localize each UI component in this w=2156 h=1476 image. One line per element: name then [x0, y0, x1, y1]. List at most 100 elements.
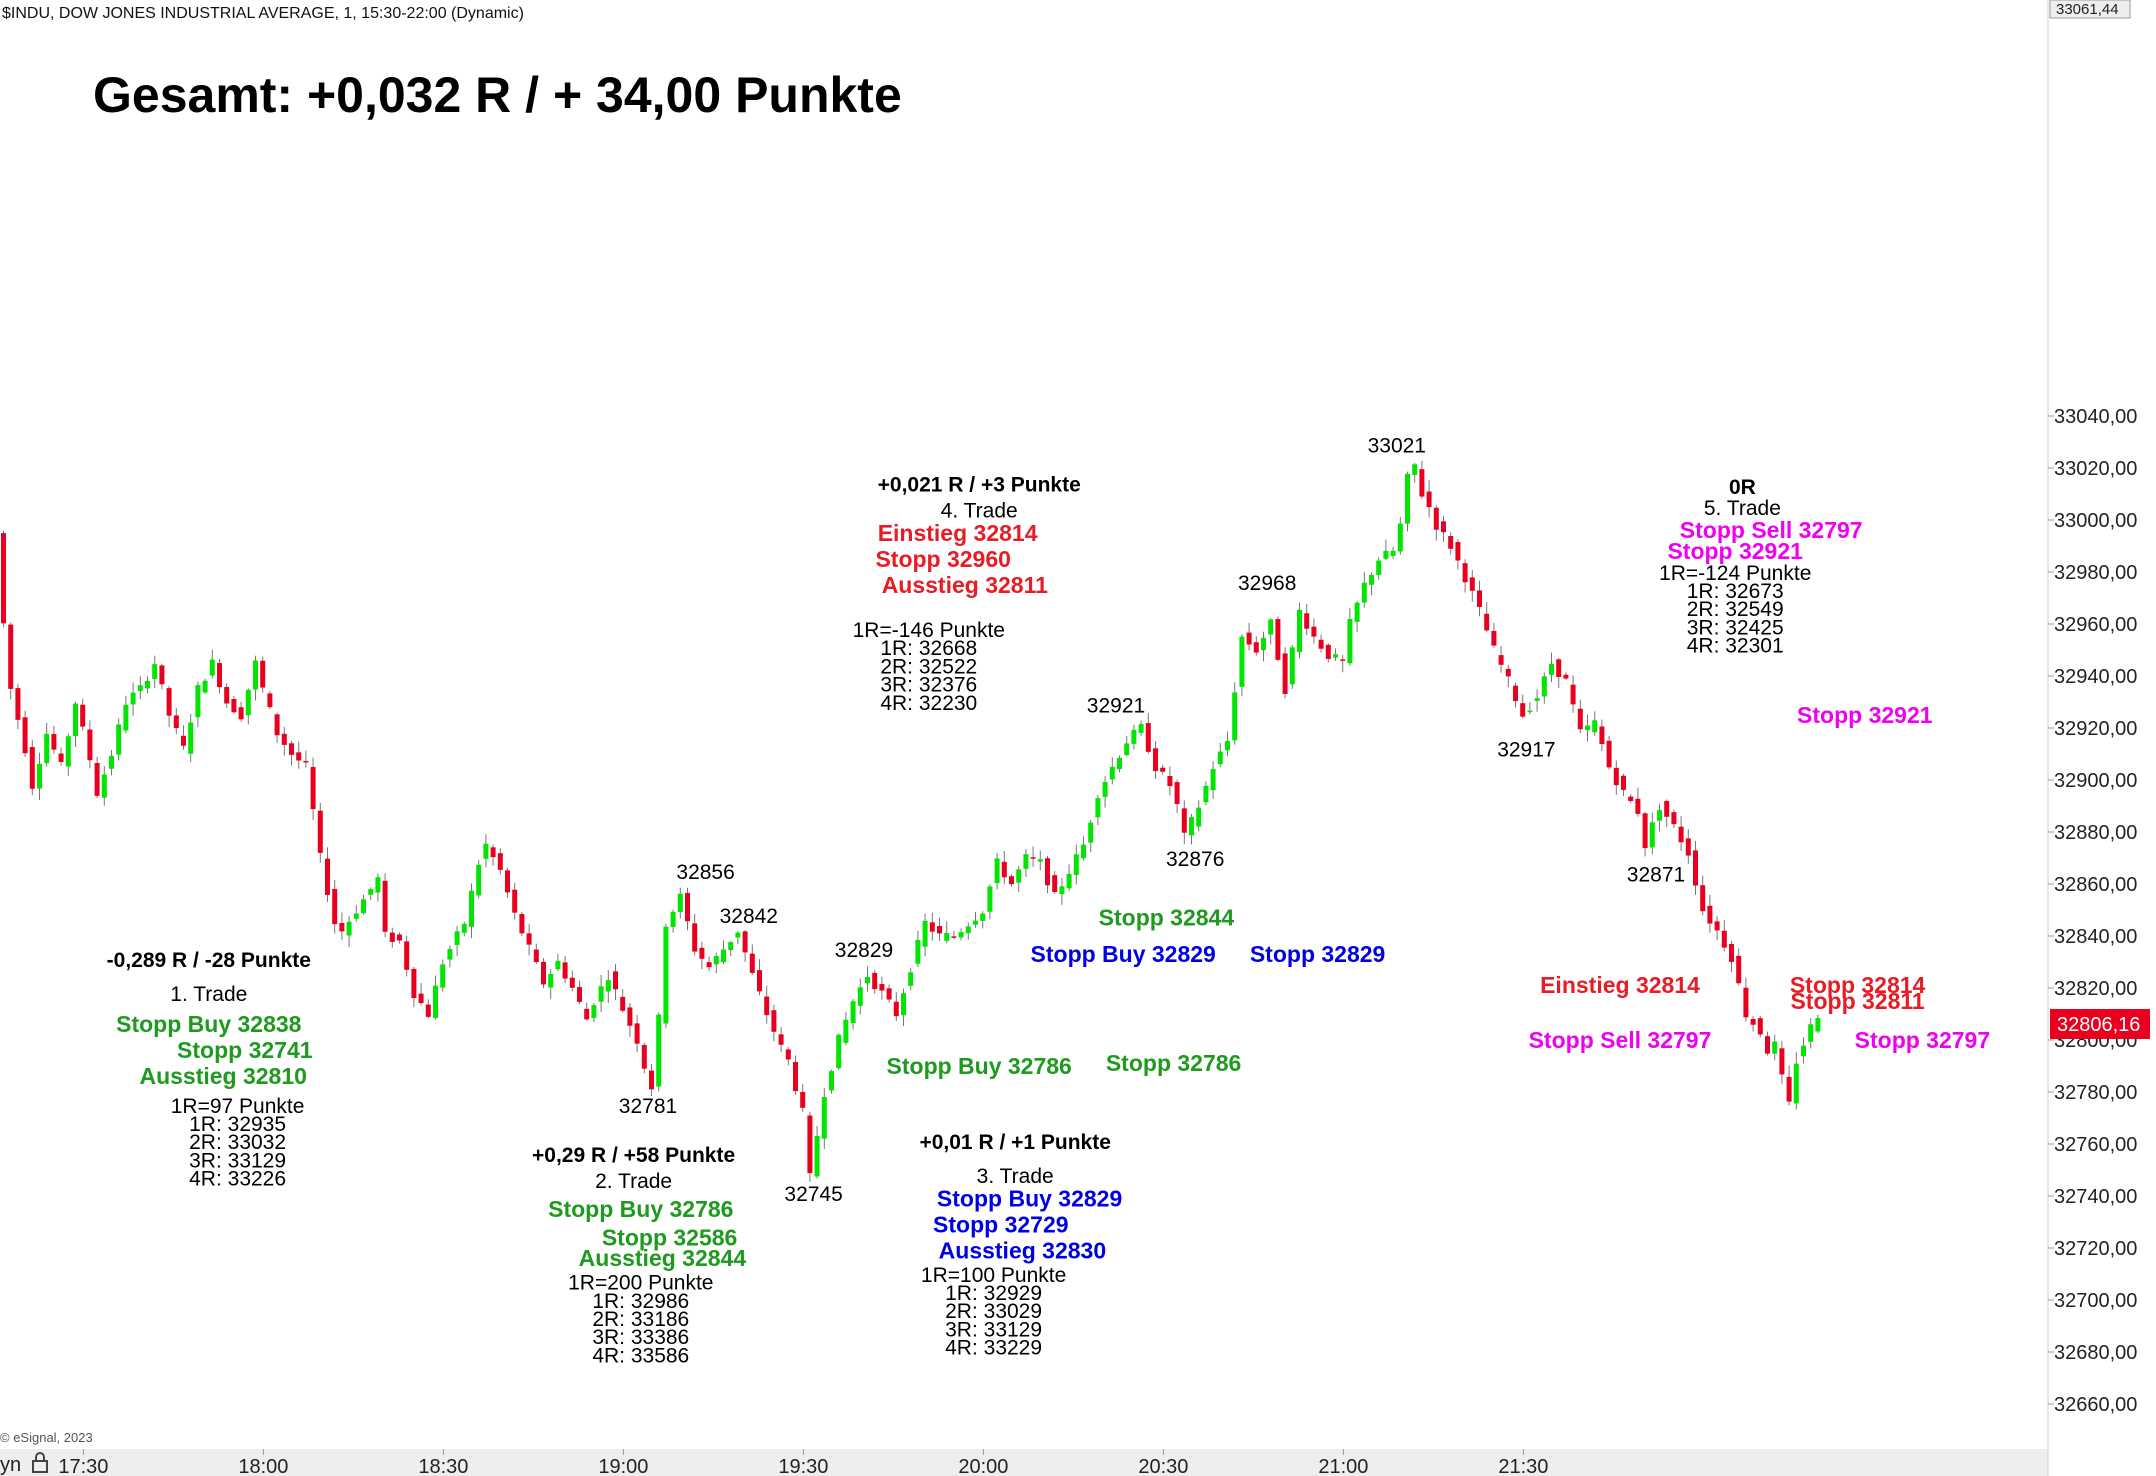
candle-up	[1793, 1063, 1799, 1104]
trade-annotation: Stopp 32960	[875, 546, 1011, 572]
candle-up	[1369, 574, 1374, 585]
candle-up	[958, 932, 964, 938]
candle-up	[188, 722, 194, 754]
time-axis[interactable]	[0, 1449, 2048, 1476]
corner-label: yn	[0, 1454, 21, 1476]
candle-down	[411, 968, 417, 999]
candle-down	[1253, 642, 1259, 653]
trade-annotation: Stopp 32844	[1099, 905, 1235, 931]
candle-up	[454, 931, 460, 945]
x-tick-label: 18:30	[418, 1456, 468, 1476]
candle-down	[173, 715, 179, 729]
candle-up	[1541, 676, 1547, 697]
candle-up	[346, 921, 352, 936]
candle-up	[1217, 751, 1223, 765]
candle-down	[613, 971, 618, 990]
candle-down	[310, 767, 316, 810]
candle-down	[1181, 808, 1187, 833]
trade-annotation: Stopp 32586	[602, 1224, 738, 1250]
candle-down	[1491, 630, 1497, 646]
candle-down	[1304, 613, 1310, 629]
candle-up	[1210, 769, 1216, 791]
candle-down	[1520, 703, 1526, 717]
candle-up	[209, 659, 215, 676]
trade-annotation: Stopp 32921	[1667, 538, 1803, 564]
candle-up	[836, 1034, 842, 1069]
y-tick-label: 32780,00	[2054, 1082, 2137, 1104]
candle-down	[1570, 684, 1576, 705]
candle-down	[267, 693, 273, 708]
candle-up	[555, 960, 561, 970]
candle-down	[87, 729, 93, 761]
candle-down	[1556, 659, 1562, 677]
candle-up	[1239, 636, 1245, 687]
candle-up	[245, 689, 251, 716]
price-axis[interactable]	[2048, 0, 2156, 1476]
copyright-text: © eSignal, 2023	[0, 1430, 93, 1445]
candle-down	[325, 858, 330, 895]
y-tick-label: 32720,00	[2054, 1238, 2137, 1260]
candle-up	[137, 685, 143, 692]
trade-annotation: 1R: 32668	[880, 637, 977, 660]
candle-down	[1, 533, 6, 624]
candle-down	[951, 936, 957, 938]
candle-up	[1203, 785, 1209, 803]
trade-annotation: Stopp 32729	[933, 1211, 1069, 1237]
candle-up	[598, 986, 604, 1002]
price-label: 32968	[1238, 572, 1296, 595]
candle-down	[1693, 850, 1698, 886]
candle-down	[1498, 655, 1504, 665]
candle-up	[908, 972, 914, 986]
candle-down	[94, 762, 100, 796]
candle-up	[922, 920, 928, 947]
candle-down	[1577, 708, 1583, 730]
candle-down	[418, 993, 424, 1004]
candle-up	[1117, 757, 1122, 770]
candle-up	[368, 889, 374, 895]
y-tick-label: 32840,00	[2054, 926, 2137, 948]
trade-annotation: Stopp 32741	[177, 1037, 313, 1063]
trade-annotation: Stopp 32921	[1797, 702, 1933, 728]
candle-down	[1145, 723, 1151, 752]
candle-down	[533, 949, 539, 963]
trade-annotation: 4R: 33229	[945, 1337, 1042, 1360]
trade-annotation: Einstieg 32814	[1540, 972, 1700, 998]
candle-down	[872, 972, 878, 990]
candle-up	[814, 1135, 820, 1177]
candle-up	[1232, 692, 1238, 741]
candle-down	[893, 1001, 899, 1017]
lock-area[interactable]: yn	[0, 1452, 48, 1476]
candle-up	[987, 886, 993, 912]
candle-up	[865, 977, 870, 984]
candle-up	[821, 1097, 827, 1139]
trade-annotation: Ausstieg 32811	[882, 572, 1048, 598]
candle-up	[1196, 807, 1202, 827]
candle-down	[620, 996, 626, 1011]
candle-up	[1059, 886, 1065, 895]
candle-down	[231, 698, 237, 713]
candle-up	[1131, 729, 1137, 744]
candle-down	[1743, 987, 1749, 1018]
candle-down	[389, 932, 395, 942]
price-label: 32917	[1497, 739, 1555, 762]
y-tick-label: 32740,00	[2054, 1186, 2137, 1208]
trade-annotation: Stopp Buy 32829	[1031, 941, 1216, 967]
trade-annotation: 3R: 33129	[189, 1149, 286, 1172]
candle-down	[1700, 885, 1706, 912]
candle-up	[1772, 1041, 1778, 1054]
candle-down	[1779, 1048, 1785, 1075]
candle-down	[1606, 740, 1612, 768]
candle-down	[886, 988, 892, 1000]
y-tick-label: 32700,00	[2054, 1290, 2137, 1312]
last-price-box	[2050, 1008, 2150, 1039]
candle-down	[577, 987, 582, 1002]
trade-annotation: Ausstieg 32844	[579, 1245, 747, 1271]
trade-annotation: Stopp 32811	[1790, 988, 1924, 1014]
candle-up	[980, 913, 986, 921]
trade-annotation: 1R: 32935	[189, 1113, 286, 1136]
trade-annotation: 2R: 32522	[880, 655, 977, 678]
candle-up	[1095, 798, 1101, 818]
candle-down	[1671, 812, 1677, 825]
top-price-box	[2049, 0, 2131, 19]
